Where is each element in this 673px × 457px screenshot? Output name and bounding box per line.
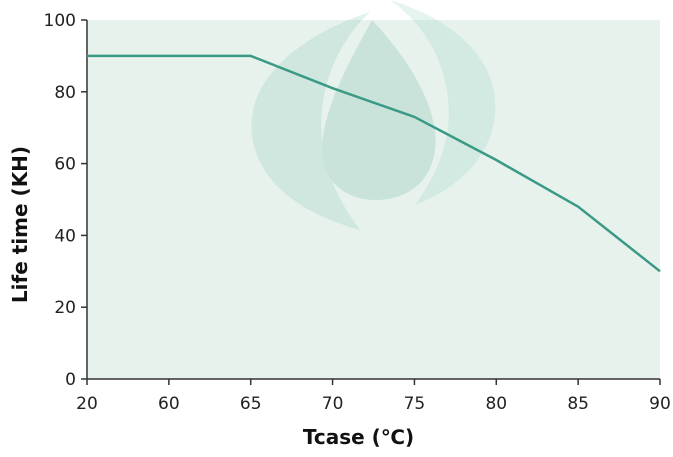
x-axis-title: Tcase (℃) — [303, 425, 414, 449]
x-tick-label: 75 — [404, 394, 426, 414]
x-tick-label: 65 — [240, 394, 262, 414]
y-tick-label: 20 — [54, 298, 76, 318]
x-tick-label: 60 — [158, 394, 180, 414]
y-axis-title: Life time (KH) — [8, 146, 32, 303]
x-tick-label: 20 — [76, 394, 98, 414]
y-axis-ticks: 0 20 40 60 80 100 — [44, 11, 87, 390]
y-tick-label: 40 — [54, 226, 76, 246]
x-tick-label: 80 — [485, 394, 507, 414]
y-tick-label: 0 — [65, 370, 76, 390]
y-tick-label: 80 — [54, 83, 76, 103]
x-axis-ticks: 20 60 65 70 75 80 85 90 — [76, 379, 671, 414]
x-tick-label: 90 — [649, 394, 671, 414]
x-tick-label: 85 — [567, 394, 589, 414]
y-tick-label: 60 — [54, 155, 76, 175]
y-tick-label: 100 — [44, 11, 76, 31]
x-tick-label: 70 — [322, 394, 344, 414]
